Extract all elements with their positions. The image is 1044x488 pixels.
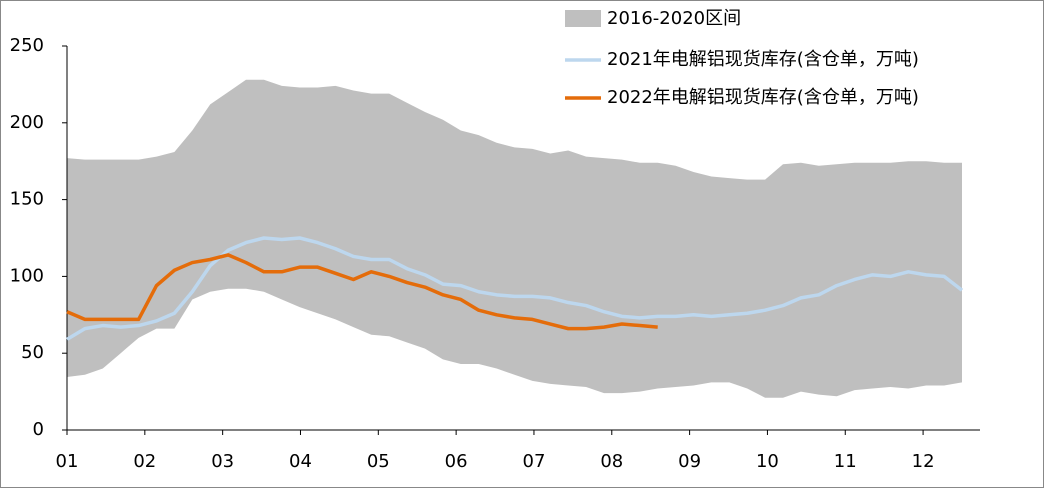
y-tick-label: 250 <box>10 35 44 56</box>
x-tick-label: 10 <box>756 451 779 472</box>
y-tick-label: 0 <box>33 419 44 440</box>
legend-label: 2016-2020区间 <box>607 8 741 29</box>
x-tick-label: 08 <box>600 451 623 472</box>
legend-label: 2022年电解铝现货库存(含仓单，万吨) <box>607 87 919 108</box>
y-tick-label: 200 <box>10 112 44 133</box>
x-tick-label: 05 <box>367 451 390 472</box>
range-band <box>67 79 962 398</box>
y-tick-label: 100 <box>10 265 44 286</box>
x-tick-label: 07 <box>523 451 546 472</box>
series-line <box>66 236 964 341</box>
x-tick-label: 02 <box>133 451 156 472</box>
legend-label: 2021年电解铝现货库存(含仓单，万吨) <box>607 49 919 70</box>
x-tick-label: 03 <box>211 451 234 472</box>
x-tick-label: 01 <box>56 451 79 472</box>
legend-swatch <box>565 10 601 27</box>
x-tick-label: 12 <box>912 451 935 472</box>
series-line <box>66 253 658 331</box>
x-tick-label: 11 <box>834 451 857 472</box>
x-tick-label: 04 <box>289 451 312 472</box>
x-tick-label: 09 <box>678 451 701 472</box>
y-tick-label: 150 <box>10 189 44 210</box>
x-tick-label: 06 <box>445 451 468 472</box>
y-tick-label: 50 <box>21 342 44 363</box>
